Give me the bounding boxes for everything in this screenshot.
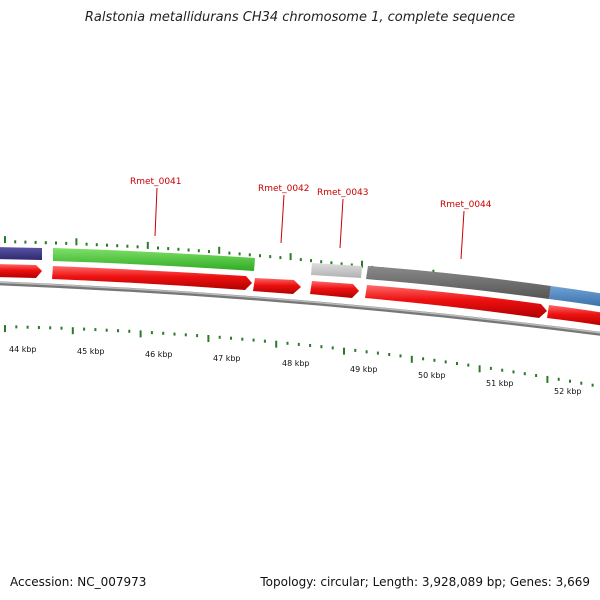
light-gray-feature[interactable] bbox=[311, 263, 362, 278]
cds-arrow[interactable] bbox=[0, 264, 42, 278]
kbp-label: 44 kbp bbox=[9, 345, 37, 354]
gene-label-rmet-0043[interactable]: Rmet_0043 bbox=[317, 188, 369, 198]
kbp-label: 45 kbp bbox=[77, 347, 105, 356]
kbp-label: 48 kbp bbox=[282, 359, 310, 368]
leader-line bbox=[460, 210, 465, 260]
cds-track bbox=[0, 264, 600, 326]
cds-arrow[interactable] bbox=[365, 285, 547, 318]
kbp-label: 52 kbp bbox=[554, 387, 582, 396]
gene-labels: Rmet_0041 Rmet_0042 Rmet_0043 Rmet_0044 bbox=[130, 177, 492, 260]
cds-arrow[interactable] bbox=[52, 266, 252, 290]
gene-label-rmet-0041[interactable]: Rmet_0041 bbox=[130, 177, 182, 187]
scale-labels: 44 kbp 45 kbp 46 kbp 47 kbp 48 kbp 49 kb… bbox=[9, 345, 582, 396]
dark-gray-feature[interactable] bbox=[366, 266, 551, 299]
kbp-label: 46 kbp bbox=[145, 350, 173, 359]
leader-line bbox=[339, 198, 344, 249]
gene-label-rmet-0042[interactable]: Rmet_0042 bbox=[258, 184, 310, 194]
kbp-label: 49 kbp bbox=[350, 365, 378, 374]
cds-arrow[interactable] bbox=[253, 278, 301, 294]
cds-arrow[interactable] bbox=[310, 281, 359, 298]
accession-text: Accession: NC_007973 bbox=[10, 575, 147, 589]
map-title: Ralstonia metallidurans CH34 chromosome … bbox=[84, 10, 516, 25]
blue-feature[interactable] bbox=[549, 286, 600, 307]
cds-arrow[interactable] bbox=[547, 305, 600, 326]
inner-scale-ticks bbox=[4, 325, 594, 387]
gene-label-rmet-0044[interactable]: Rmet_0044 bbox=[440, 200, 492, 210]
sequence-summary: Topology: circular; Length: 3,928,089 bp… bbox=[260, 575, 590, 589]
green-feature[interactable] bbox=[53, 248, 255, 271]
backbone bbox=[0, 281, 600, 336]
feature-track-upper bbox=[0, 247, 600, 307]
leader-line bbox=[280, 194, 285, 244]
purple-feature[interactable] bbox=[0, 247, 42, 260]
kbp-label: 51 kbp bbox=[486, 379, 514, 388]
kbp-label: 50 kbp bbox=[418, 371, 446, 380]
kbp-label: 47 kbp bbox=[213, 354, 241, 363]
leader-line bbox=[154, 187, 158, 237]
